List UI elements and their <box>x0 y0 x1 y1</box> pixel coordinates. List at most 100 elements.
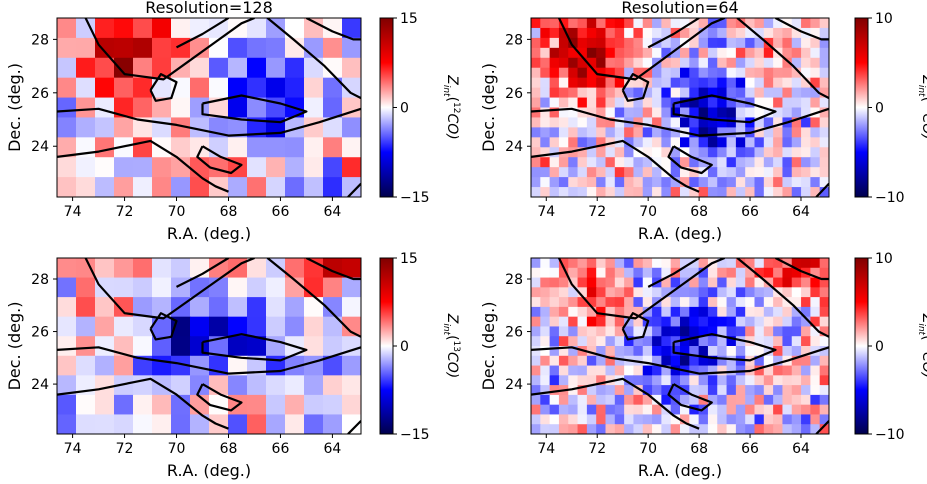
heatmap-cell <box>689 177 700 188</box>
heatmap-cell <box>152 336 172 357</box>
heatmap-cell <box>642 394 653 406</box>
heatmap-cell <box>549 97 560 109</box>
heatmap-cell <box>342 137 361 158</box>
heatmap-cell <box>745 57 756 69</box>
heatmap-cell <box>304 336 324 357</box>
heatmap-cell <box>586 47 597 59</box>
colorbar-label: Zint(12CO) <box>916 74 927 140</box>
heatmap-cell <box>782 57 793 69</box>
heatmap-cell <box>810 137 821 148</box>
heatmap-cell <box>726 157 737 168</box>
heatmap-cell <box>209 258 229 279</box>
heatmap-cell <box>95 297 115 318</box>
heatmap-cell <box>661 77 672 89</box>
heatmap-cell <box>568 77 579 89</box>
heatmap-cell <box>726 37 737 49</box>
heatmap-cell <box>540 117 551 128</box>
heatmap-cell <box>558 394 569 406</box>
heatmap-cell <box>568 346 579 357</box>
heatmap-cell <box>698 147 709 158</box>
heatmap-cell <box>642 67 653 79</box>
heatmap-cell <box>209 394 229 416</box>
heatmap-cell <box>773 107 784 119</box>
heatmap-cell <box>586 297 597 308</box>
heatmap-cell <box>745 67 756 79</box>
heatmap-cell <box>801 375 811 386</box>
heatmap-cell <box>791 267 802 279</box>
heatmap-cell <box>810 287 821 298</box>
heatmap-cell <box>745 258 756 269</box>
contour-line <box>305 18 361 41</box>
heatmap-cell <box>633 365 644 376</box>
contour-line <box>57 377 229 430</box>
heatmap-cell <box>735 297 746 308</box>
heatmap-cell <box>614 306 625 318</box>
heatmap-cell <box>680 404 690 416</box>
heatmap-cell <box>670 414 681 425</box>
heatmap-cell <box>586 316 597 328</box>
heatmap-cell <box>596 37 607 49</box>
heatmap-cell <box>689 77 700 89</box>
heatmap-cell <box>707 346 718 357</box>
heatmap-cell <box>596 394 607 406</box>
heatmap-cell <box>754 306 765 318</box>
heatmap-cell <box>558 117 569 128</box>
heatmap-cell <box>304 97 324 119</box>
heatmap-cell <box>285 157 305 178</box>
heatmap-cell <box>717 306 728 318</box>
heatmap-cell <box>614 394 625 406</box>
heatmap-cell <box>558 157 569 168</box>
heatmap-cell <box>549 147 560 158</box>
heatmap-cell <box>763 258 774 269</box>
heatmap-cell <box>670 277 681 288</box>
heatmap-cell <box>568 167 579 178</box>
heatmap-cell <box>698 187 709 197</box>
heatmap-cell <box>773 316 784 328</box>
heatmap-cell <box>801 346 811 357</box>
heatmap-cell <box>568 404 579 416</box>
heatmap-cell <box>596 177 607 188</box>
heatmap-cell <box>782 47 793 59</box>
heatmap-cell <box>698 37 709 49</box>
heatmap-cell <box>568 424 579 434</box>
heatmap-cell <box>801 47 811 59</box>
heatmap-cell <box>819 47 829 59</box>
heatmap-cell <box>642 157 653 168</box>
heatmap-cell <box>633 57 644 69</box>
heatmap-cell <box>717 355 728 367</box>
heatmap-cell <box>717 404 728 416</box>
contour-line <box>621 72 650 102</box>
heatmap-cell <box>810 167 821 178</box>
heatmap-cell <box>568 27 579 39</box>
heatmap-cell <box>791 306 802 318</box>
heatmap-cell <box>549 277 560 288</box>
heatmap-cell <box>57 77 77 99</box>
heatmap-cell <box>745 137 756 148</box>
heatmap-cell <box>707 57 718 69</box>
heatmap-cell <box>689 346 700 357</box>
heatmap-cell <box>810 424 821 434</box>
heatmap-cell <box>698 77 709 89</box>
heatmap-cell <box>568 187 579 197</box>
heatmap-cell <box>614 47 625 59</box>
heatmap-cell <box>596 87 607 99</box>
heatmap-cell <box>791 27 802 39</box>
heatmap-cell <box>652 258 662 269</box>
heatmap-cell <box>624 306 635 318</box>
heatmap-cell <box>76 394 96 416</box>
heatmap-cell <box>624 157 635 168</box>
heatmap-cell <box>531 297 541 308</box>
heatmap-cell <box>810 87 821 99</box>
heatmap-cell <box>531 404 541 416</box>
heatmap-cell <box>633 258 644 269</box>
heatmap-cell <box>680 47 690 59</box>
heatmap-cell <box>614 67 625 79</box>
contour-line <box>531 107 829 137</box>
heatmap-cell <box>717 336 728 347</box>
heatmap-cell <box>614 157 625 168</box>
heatmap-cell <box>782 326 793 337</box>
heatmap-cell <box>549 385 560 396</box>
heatmap-cell <box>614 187 625 197</box>
heatmap-cell <box>614 287 625 298</box>
heatmap-cell <box>745 306 756 318</box>
